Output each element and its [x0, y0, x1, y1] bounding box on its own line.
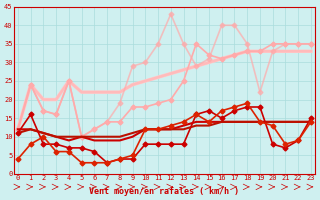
- X-axis label: Vent moyen/en rafales ( km/h ): Vent moyen/en rafales ( km/h ): [89, 187, 239, 196]
